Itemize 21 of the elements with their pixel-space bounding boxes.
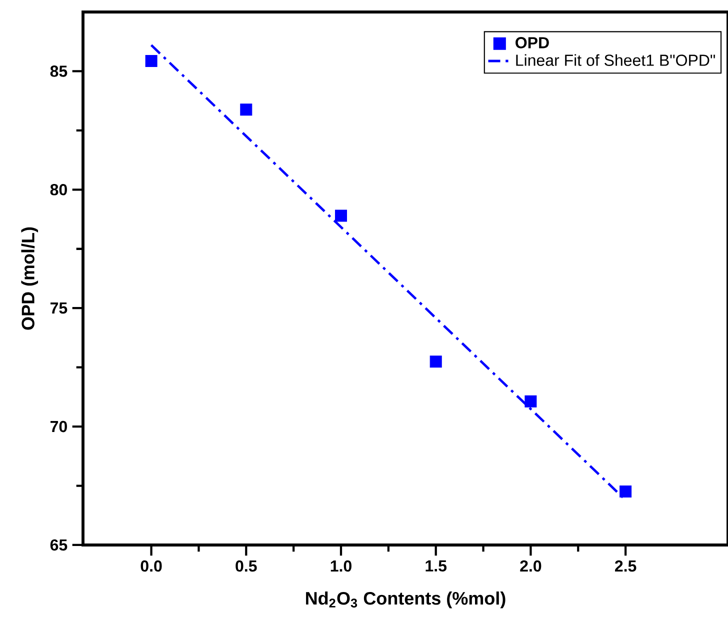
y-tick-label: 70	[50, 420, 67, 432]
x-tick-label: 0.0	[140, 560, 162, 572]
point	[145, 55, 158, 68]
x-tick-label: 2.0	[520, 560, 542, 572]
x-tick-label: 0.5	[236, 560, 257, 572]
y-tick-label: 75	[50, 302, 68, 314]
point	[240, 104, 252, 116]
point	[335, 210, 348, 222]
y-axis-title: OPD (mol/L)	[21, 227, 38, 330]
y-tick-label: 65	[50, 539, 68, 551]
legend-label: OPD	[516, 37, 549, 48]
legend-label: Linear Fit of Sheet1 B"OPD"	[516, 54, 715, 66]
x-tick-label: 2.5	[615, 560, 636, 572]
point	[620, 485, 632, 498]
x-tick-label: 1.5	[426, 560, 447, 572]
x-tick-label: 1.0	[330, 560, 352, 572]
point	[430, 356, 442, 368]
y-tick-label: 85	[50, 66, 68, 77]
point	[524, 395, 537, 408]
x-axis-title: Nd$_{2}$O$_{3}$ Contents (%mol)	[306, 592, 506, 608]
y-tick-label: 80	[50, 184, 67, 196]
